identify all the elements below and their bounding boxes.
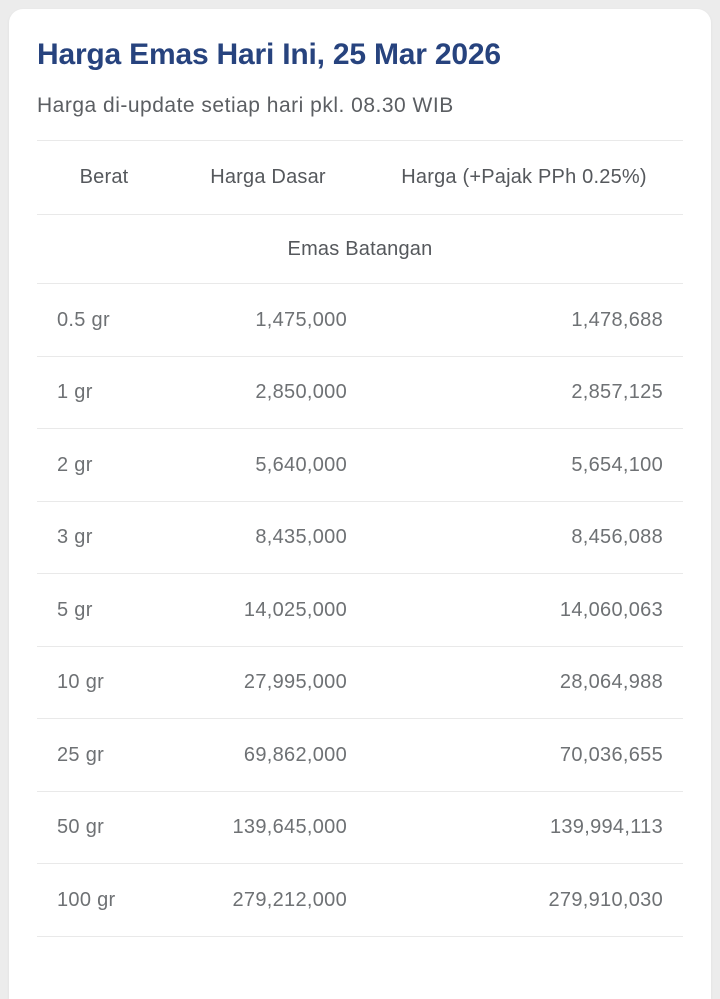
table-row: 25 gr 69,862,000 70,036,655 <box>37 718 683 792</box>
table-row: 1 gr 2,850,000 2,857,125 <box>37 356 683 430</box>
cell-weight: 1 gr <box>37 356 171 430</box>
section-label: Emas Batangan <box>37 214 683 285</box>
column-header-base-price: Harga Dasar <box>171 140 365 216</box>
gold-price-card: Harga Emas Hari Ini, 25 Mar 2026 Harga d… <box>9 9 711 999</box>
cell-taxed-price: 70,036,655 <box>365 718 683 792</box>
cell-weight: 100 gr <box>37 863 171 937</box>
cell-taxed-price: 2,857,125 <box>365 356 683 430</box>
cell-taxed-price: 279,910,030 <box>365 863 683 937</box>
cell-weight: 10 gr <box>37 646 171 720</box>
cell-base-price: 139,645,000 <box>171 791 365 865</box>
cell-taxed-price: 139,994,113 <box>365 791 683 865</box>
cell-base-price: 8,435,000 <box>171 501 365 575</box>
cell-base-price: 27,995,000 <box>171 646 365 720</box>
cell-weight: 3 gr <box>37 501 171 575</box>
cell-taxed-price: 14,060,063 <box>365 573 683 647</box>
cell-base-price: 2,850,000 <box>171 356 365 430</box>
table-row: 3 gr 8,435,000 8,456,088 <box>37 501 683 575</box>
cell-base-price: 1,475,000 <box>171 283 365 357</box>
table-row: 0.5 gr 1,475,000 1,478,688 <box>37 283 683 357</box>
cell-base-price: 14,025,000 <box>171 573 365 647</box>
cell-weight: 25 gr <box>37 718 171 792</box>
cell-taxed-price: 5,654,100 <box>365 428 683 502</box>
cell-taxed-price: 8,456,088 <box>365 501 683 575</box>
table-row: 2 gr 5,640,000 5,654,100 <box>37 428 683 502</box>
cell-base-price: 5,640,000 <box>171 428 365 502</box>
table-row: 100 gr 279,212,000 279,910,030 <box>37 863 683 937</box>
table-header-row: Berat Harga Dasar Harga (+Pajak PPh 0.25… <box>37 140 683 216</box>
section-header-row: Emas Batangan <box>37 214 683 285</box>
cell-weight: 2 gr <box>37 428 171 502</box>
page-title: Harga Emas Hari Ini, 25 Mar 2026 <box>37 38 501 71</box>
table-row: 10 gr 27,995,000 28,064,988 <box>37 646 683 720</box>
cell-weight: 0.5 gr <box>37 283 171 357</box>
gold-price-table: Berat Harga Dasar Harga (+Pajak PPh 0.25… <box>37 140 683 937</box>
table-row: 50 gr 139,645,000 139,994,113 <box>37 791 683 865</box>
column-header-weight: Berat <box>37 140 171 216</box>
update-notice: Harga di-update setiap hari pkl. 08.30 W… <box>37 94 454 117</box>
cell-weight: 50 gr <box>37 791 171 865</box>
cell-taxed-price: 28,064,988 <box>365 646 683 720</box>
cell-taxed-price: 1,478,688 <box>365 283 683 357</box>
cell-weight: 5 gr <box>37 573 171 647</box>
table-row: 5 gr 14,025,000 14,060,063 <box>37 573 683 647</box>
column-header-taxed-price: Harga (+Pajak PPh 0.25%) <box>365 140 683 216</box>
cell-base-price: 279,212,000 <box>171 863 365 937</box>
cell-base-price: 69,862,000 <box>171 718 365 792</box>
